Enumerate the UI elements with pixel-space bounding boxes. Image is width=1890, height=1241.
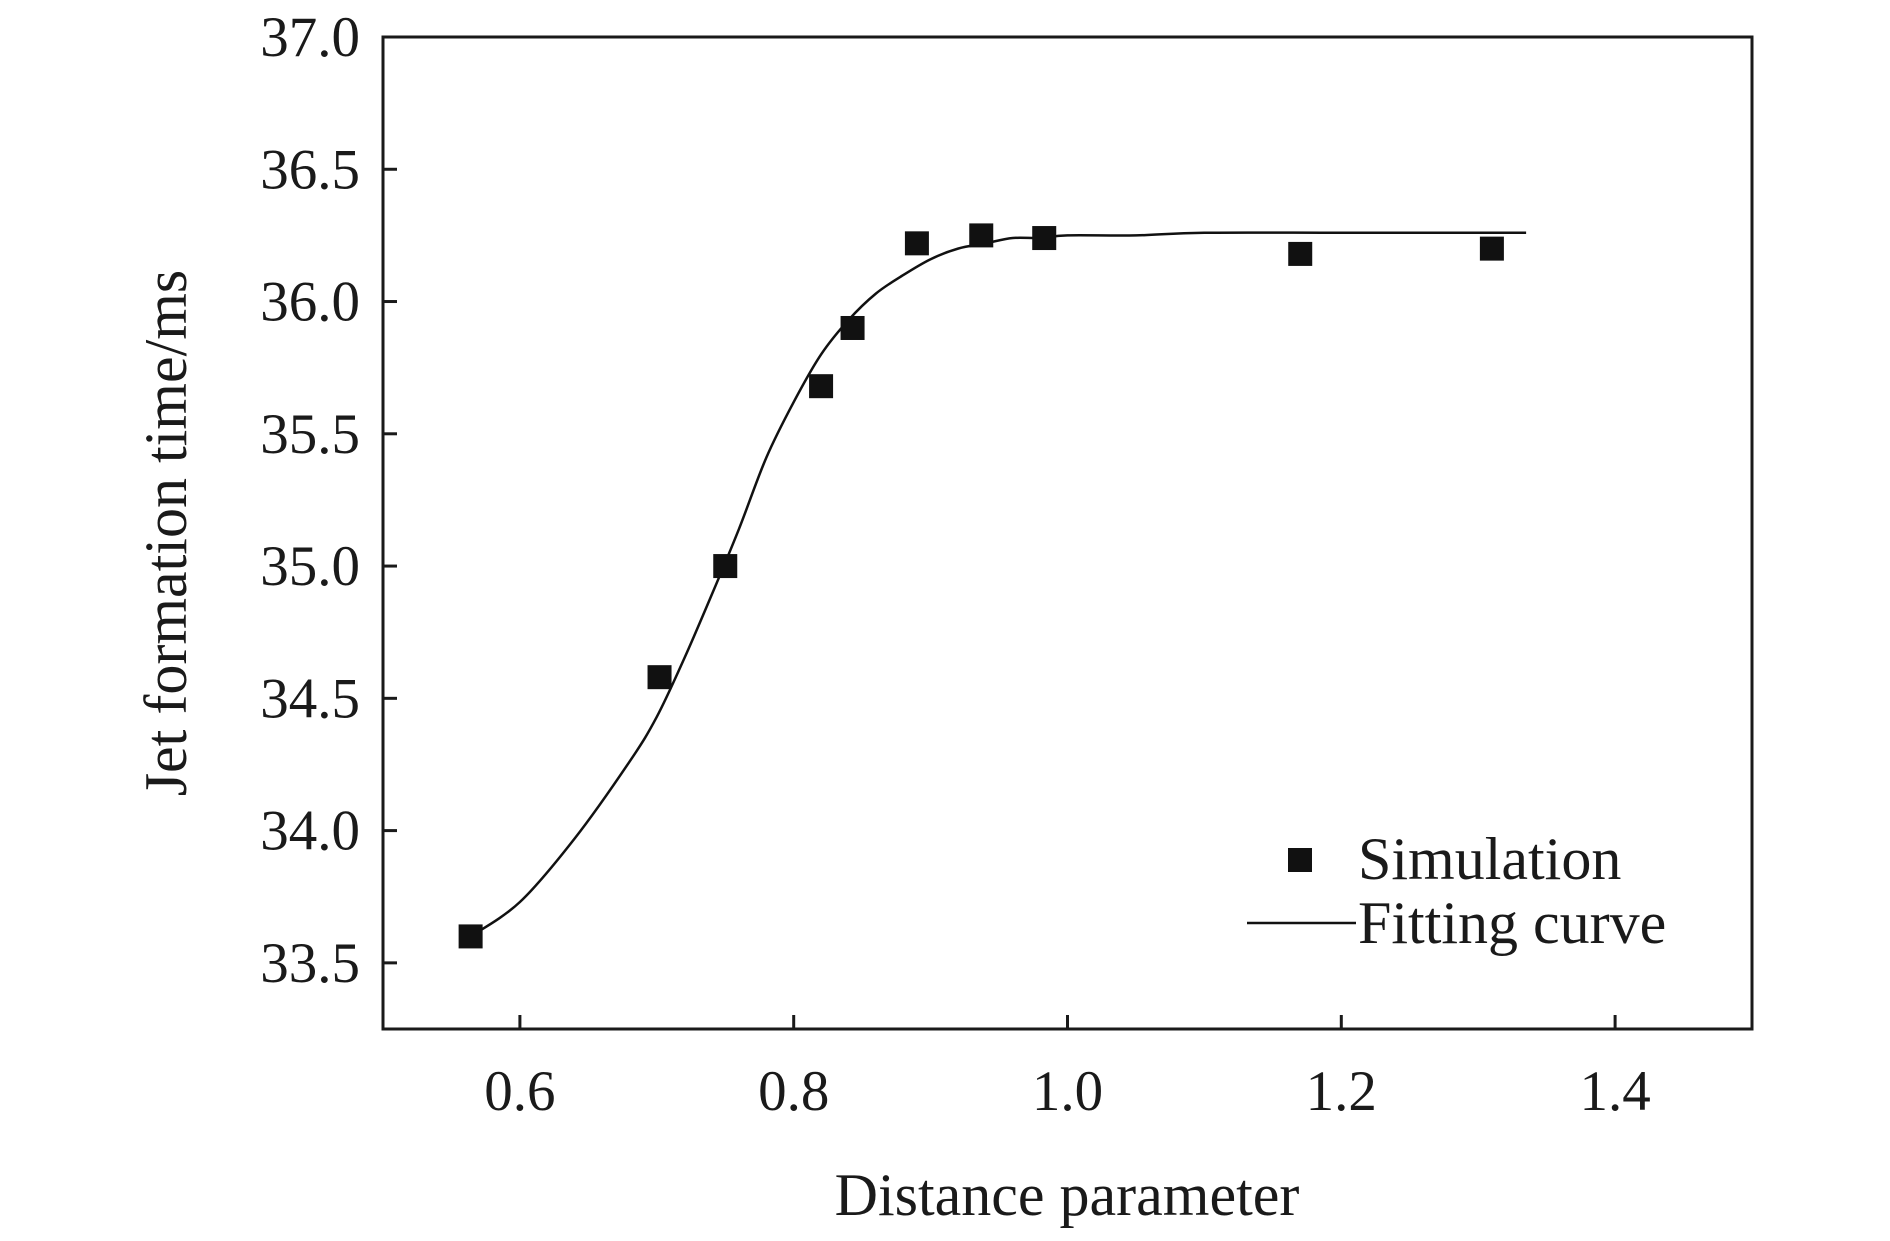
legend: Simulation Fitting curve — [1247, 826, 1666, 956]
x-tick-label: 0.6 — [484, 1060, 555, 1123]
simulation-point — [1479, 236, 1504, 261]
legend-simulation-marker — [1288, 848, 1312, 872]
x-tick-label: 1.2 — [1306, 1060, 1377, 1123]
y-tick-label: 35.0 — [260, 535, 360, 598]
y-axis-ticks: 33.5 34.0 34.5 35.0 35.5 36.0 36.5 37.0 — [260, 6, 397, 995]
x-tick-label: 0.8 — [758, 1060, 829, 1123]
simulation-point — [904, 231, 929, 256]
x-axis-ticks: 0.6 0.8 1.0 1.2 1.4 — [484, 1015, 1651, 1123]
simulation-point — [458, 924, 483, 949]
y-tick-label: 33.5 — [260, 932, 360, 995]
simulation-point — [713, 554, 738, 579]
fitting-curve-series — [469, 231, 1527, 938]
simulation-series — [458, 223, 1504, 949]
y-tick-label: 34.0 — [260, 800, 360, 863]
y-tick-label: 37.0 — [260, 6, 360, 69]
y-tick-label: 34.5 — [260, 667, 360, 730]
y-tick-label: 36.0 — [260, 271, 360, 334]
legend-simulation-label: Simulation — [1358, 826, 1621, 892]
y-axis-label: Jet formation time/ms — [133, 270, 199, 797]
y-tick-label: 35.5 — [260, 403, 360, 466]
simulation-point — [647, 665, 672, 690]
simulation-point — [1032, 226, 1057, 251]
simulation-point — [809, 374, 834, 399]
legend-fitting-curve-label: Fitting curve — [1358, 890, 1666, 956]
x-axis-label: Distance parameter — [835, 1162, 1300, 1228]
x-tick-label: 1.0 — [1032, 1060, 1103, 1123]
x-tick-label: 1.4 — [1579, 1060, 1650, 1123]
y-tick-label: 36.5 — [260, 138, 360, 201]
simulation-point — [969, 223, 994, 248]
fitting-curve-line — [469, 231, 1527, 938]
simulation-point — [1288, 241, 1313, 266]
simulation-point — [840, 315, 865, 340]
